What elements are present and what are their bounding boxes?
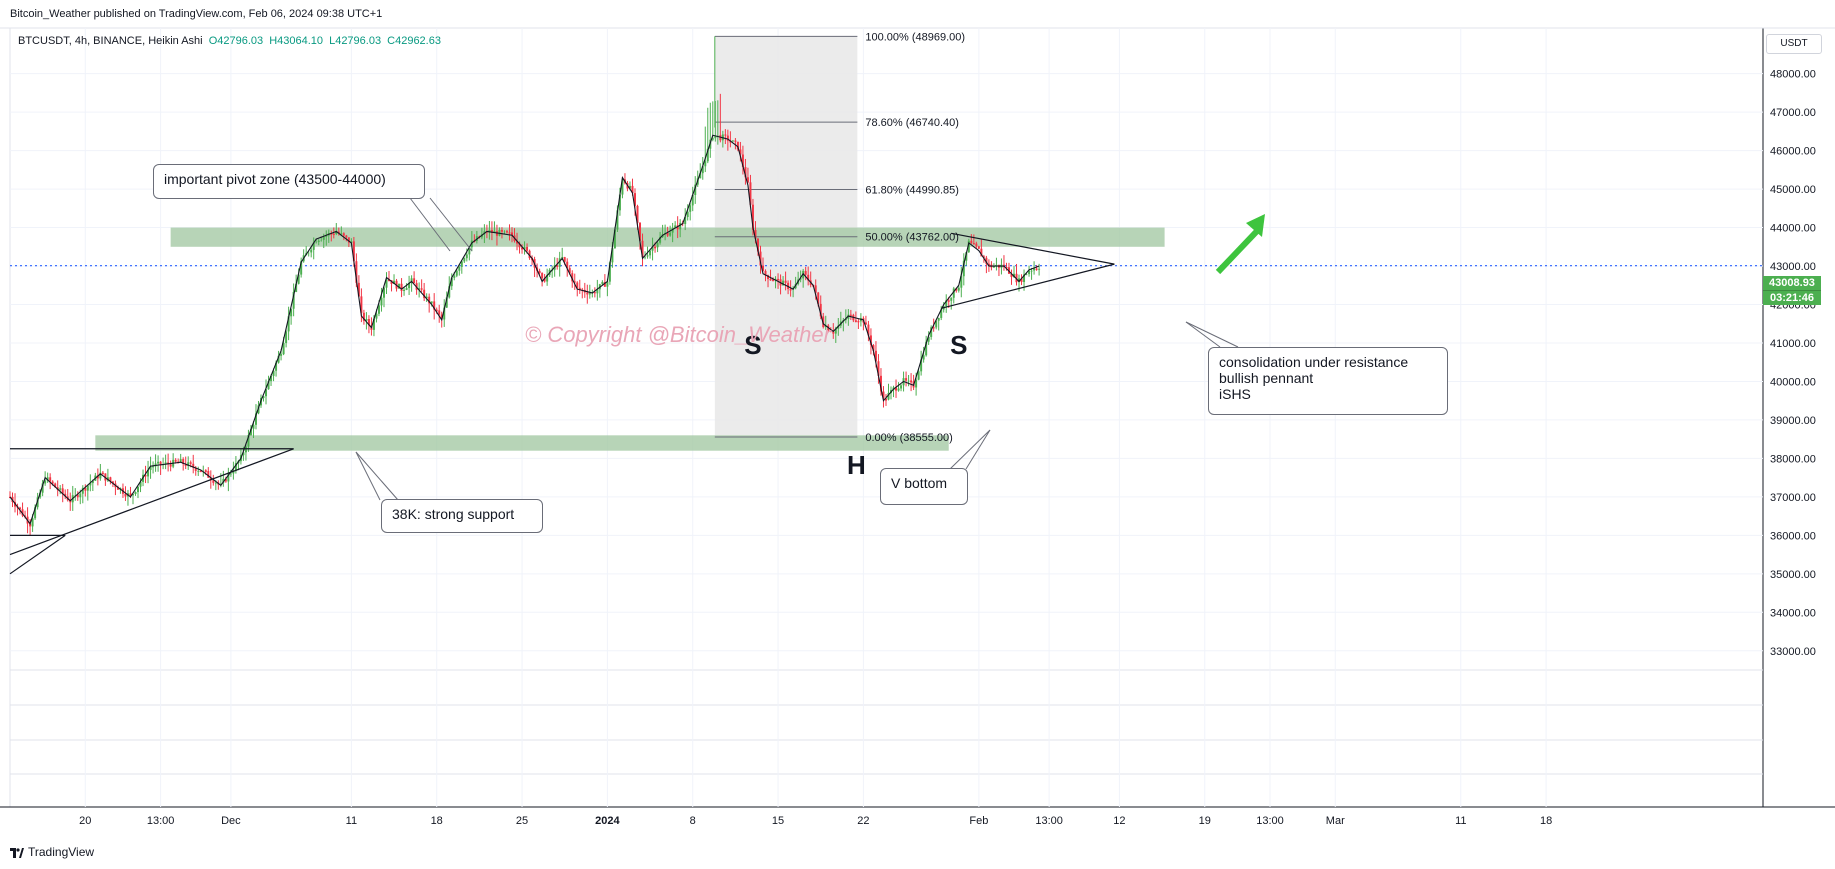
pattern-label: S <box>950 330 967 360</box>
pattern-label: S <box>744 330 761 360</box>
y-tick-label: 41000.00 <box>1770 338 1816 350</box>
y-tick-label: 40000.00 <box>1770 376 1816 388</box>
consolidation-callout-pointer <box>1185 321 1221 348</box>
x-tick-label: Mar <box>1326 815 1345 827</box>
zone-support <box>95 435 949 451</box>
y-tick-label: 36000.00 <box>1770 530 1816 542</box>
vbottom-callout-pointer <box>949 429 991 470</box>
x-tick-label: 13:00 <box>147 815 175 827</box>
x-tick-label: Dec <box>221 815 241 827</box>
close-value: C42962.63 <box>387 35 441 47</box>
symbol-legend: BTCUSDT, 4h, BINANCE, Heikin Ashi O42796… <box>18 35 441 47</box>
publish-header: Bitcoin_Weather published on TradingView… <box>10 8 383 20</box>
x-tick-label: 18 <box>1540 815 1552 827</box>
y-tick-label: 33000.00 <box>1770 646 1816 658</box>
pivot-callout-pointer <box>429 197 473 252</box>
high-value: H43064.10 <box>269 35 324 47</box>
y-tick-label: 45000.00 <box>1770 184 1816 196</box>
tradingview-logo-icon <box>10 847 24 858</box>
x-tick-label: 25 <box>516 815 528 827</box>
consolidation-line-2: bullish pennant <box>1219 370 1314 386</box>
fib-level-label: 78.60% (46740.40) <box>865 117 959 129</box>
current-price-label: 43008.93 <box>1763 276 1821 290</box>
pivot-zone-callout: important pivot zone (43500-44000) <box>153 164 425 199</box>
ascending-trendline <box>9 448 294 556</box>
support-callout-pointer-2 <box>355 451 399 501</box>
support-text: 38K: strong support <box>392 506 515 522</box>
copyright-watermark: © Copyright @Bitcoin_Weather <box>525 322 833 347</box>
pivot-zone-text: important pivot zone (43500-44000) <box>164 171 386 187</box>
x-tick-label: 15 <box>772 815 784 827</box>
x-tick-label: 19 <box>1199 815 1211 827</box>
y-tick-label: 47000.00 <box>1770 107 1816 119</box>
y-tick-label: 38000.00 <box>1770 453 1816 465</box>
x-tick-label: Feb <box>969 815 988 827</box>
price-badge: 43008.93 03:21:46 <box>1763 276 1821 305</box>
smoothed-close-line <box>9 134 1040 525</box>
x-tick-label: 8 <box>690 815 696 827</box>
consolidation-callout: consolidation under resistance bullish p… <box>1208 347 1448 415</box>
footer-brand[interactable]: TradingView <box>10 845 94 859</box>
x-tick-label: 18 <box>431 815 443 827</box>
open-value: O42796.03 <box>208 35 264 47</box>
bullish-arrow-shaft <box>1215 227 1261 275</box>
consolidation-line-1: consolidation under resistance <box>1219 354 1409 370</box>
support-callout: 38K: strong support <box>381 499 543 533</box>
x-tick-label: 12 <box>1113 815 1125 827</box>
y-tick-label: 39000.00 <box>1770 415 1816 427</box>
y-tick-label: 35000.00 <box>1770 569 1816 581</box>
support-callout-pointer <box>355 451 381 501</box>
vbottom-callout-pointer-2 <box>965 429 991 470</box>
short-trend-line <box>9 534 66 575</box>
footer-brand-text: TradingView <box>28 845 95 859</box>
x-tick-label: 11 <box>346 815 357 827</box>
consolidation-line-3: iSHS <box>1219 386 1251 402</box>
x-tick-label: 11 <box>1455 815 1466 827</box>
fib-level-label: 61.80% (44990.85) <box>865 184 959 196</box>
fib-level-label: 100.00% (48969.00) <box>865 31 965 43</box>
y-tick-label: 34000.00 <box>1770 607 1816 619</box>
countdown-label: 03:21:46 <box>1763 290 1821 305</box>
y-tick-label: 37000.00 <box>1770 492 1816 504</box>
y-tick-label: 46000.00 <box>1770 146 1816 158</box>
x-tick-label: 22 <box>857 815 869 827</box>
x-tick-label: 13:00 <box>1256 815 1284 827</box>
v-bottom-callout: V bottom <box>880 468 968 505</box>
y-tick-label: 44000.00 <box>1770 223 1816 235</box>
pennant-upper-line <box>951 232 1115 265</box>
symbol-info: BTCUSDT, 4h, BINANCE, Heikin Ashi <box>18 35 203 47</box>
zone-pivot <box>170 227 1165 247</box>
x-tick-label: 20 <box>79 815 91 827</box>
pennant-lower-line <box>941 263 1115 309</box>
currency-button[interactable]: USDT <box>1766 34 1822 54</box>
y-tick-label: 43000.00 <box>1770 261 1816 273</box>
x-tick-label: 13:00 <box>1035 815 1063 827</box>
v-bottom-text: V bottom <box>891 475 948 491</box>
y-tick-label: 48000.00 <box>1770 69 1816 81</box>
x-tick-label: 2024 <box>595 815 620 827</box>
pivot-callout-pointer-2 <box>409 197 451 252</box>
pattern-label: H <box>847 450 866 480</box>
fib-level-label: 0.00% (38555.00) <box>865 432 952 444</box>
consolidation-callout-pointer-2 <box>1185 321 1239 348</box>
fib-level-label: 50.00% (43762.00) <box>865 232 959 244</box>
low-value: L42796.03 <box>329 35 382 47</box>
bullish-arrow-head <box>1246 214 1265 237</box>
